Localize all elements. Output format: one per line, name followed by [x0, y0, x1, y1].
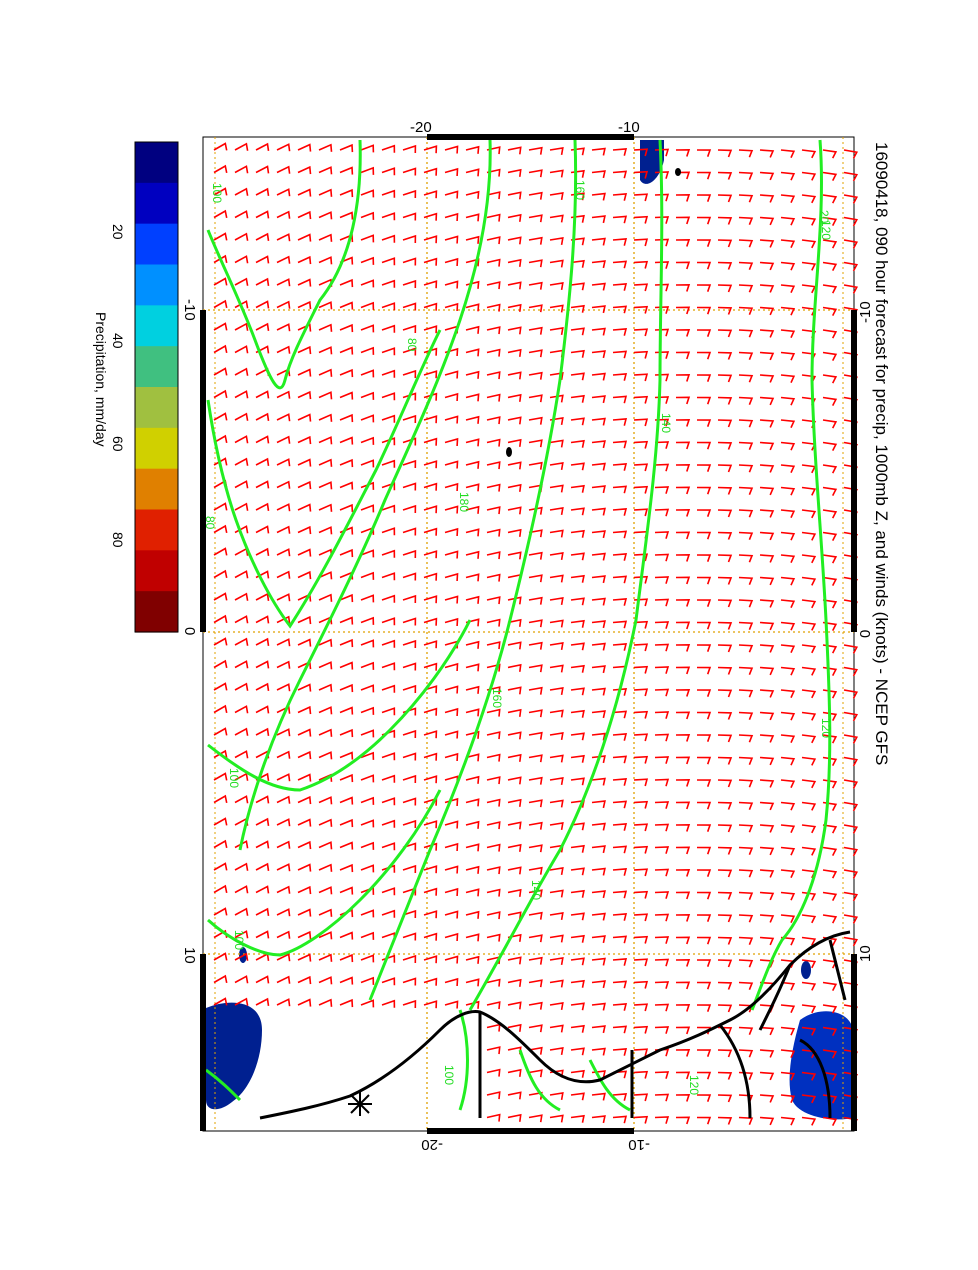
lon-label-bottom: 0	[181, 627, 198, 635]
contour-label: 140	[659, 413, 673, 433]
contour-label: 100	[210, 183, 224, 203]
contour-label: 140	[529, 880, 543, 900]
lat-label-top: -20	[410, 119, 432, 136]
colorbar-swatch	[135, 346, 178, 387]
colorbar-swatch	[135, 142, 178, 183]
lon-label-bottom: -10	[181, 299, 198, 321]
colorbar-swatch	[135, 387, 178, 428]
colorbar-swatch	[135, 591, 178, 632]
island-marker	[506, 447, 512, 457]
contour-label: 120	[819, 718, 833, 738]
precip-area	[801, 961, 811, 979]
contour-label: 160	[490, 688, 504, 708]
colorbar-tick: 80	[110, 532, 126, 548]
colorbar-tick: 20	[110, 224, 126, 240]
colorbar-swatch	[135, 510, 178, 551]
island-marker	[675, 168, 681, 176]
colorbar-swatch	[135, 224, 178, 265]
lat-label-bottom: -20	[421, 1136, 443, 1153]
contour-label: 100	[227, 768, 241, 788]
map-title: 16090418, 090 hour forecast for precip, …	[872, 142, 891, 765]
colorbar-ticks: 20 40 60 80	[110, 224, 126, 548]
colorbar	[135, 142, 178, 633]
colorbar-swatch	[135, 469, 178, 510]
colorbar-swatch	[135, 305, 178, 346]
contour-label: 80	[405, 338, 419, 352]
frame-bar	[200, 954, 206, 1131]
contour-label: 100	[232, 930, 246, 950]
lon-label-top: -10	[857, 301, 874, 323]
lat-label-top: -10	[618, 119, 640, 136]
colorbar-swatch	[135, 183, 178, 224]
lon-label-bottom: 10	[181, 947, 198, 964]
colorbar-tick: 60	[110, 436, 126, 452]
frame-bar	[851, 954, 857, 1131]
colorbar-swatch	[135, 265, 178, 306]
colorbar-swatch	[135, 428, 178, 469]
asterisk-marker-icon	[348, 1092, 372, 1116]
colorbar-tick: 40	[110, 333, 126, 349]
contour-label: 100	[442, 1065, 456, 1085]
colorbar-label: Precipitation, mm/day	[93, 312, 109, 447]
lon-label-top: 0	[857, 630, 874, 638]
frame-bar	[427, 1128, 634, 1134]
contour-label: 180	[457, 492, 471, 512]
contour-label: 120	[687, 1075, 701, 1095]
frame-bar	[427, 134, 634, 140]
contour-label: 160	[573, 180, 587, 200]
colorbar-swatch	[135, 550, 178, 591]
lat-label-bottom: -10	[628, 1136, 650, 1153]
map-area: 1201201201401401601601801008080100100100…	[203, 137, 857, 1131]
frame-bar	[851, 310, 857, 632]
lon-label-top: 10	[857, 945, 874, 962]
contour-label: 20	[817, 210, 831, 224]
frame-bar	[200, 310, 206, 632]
